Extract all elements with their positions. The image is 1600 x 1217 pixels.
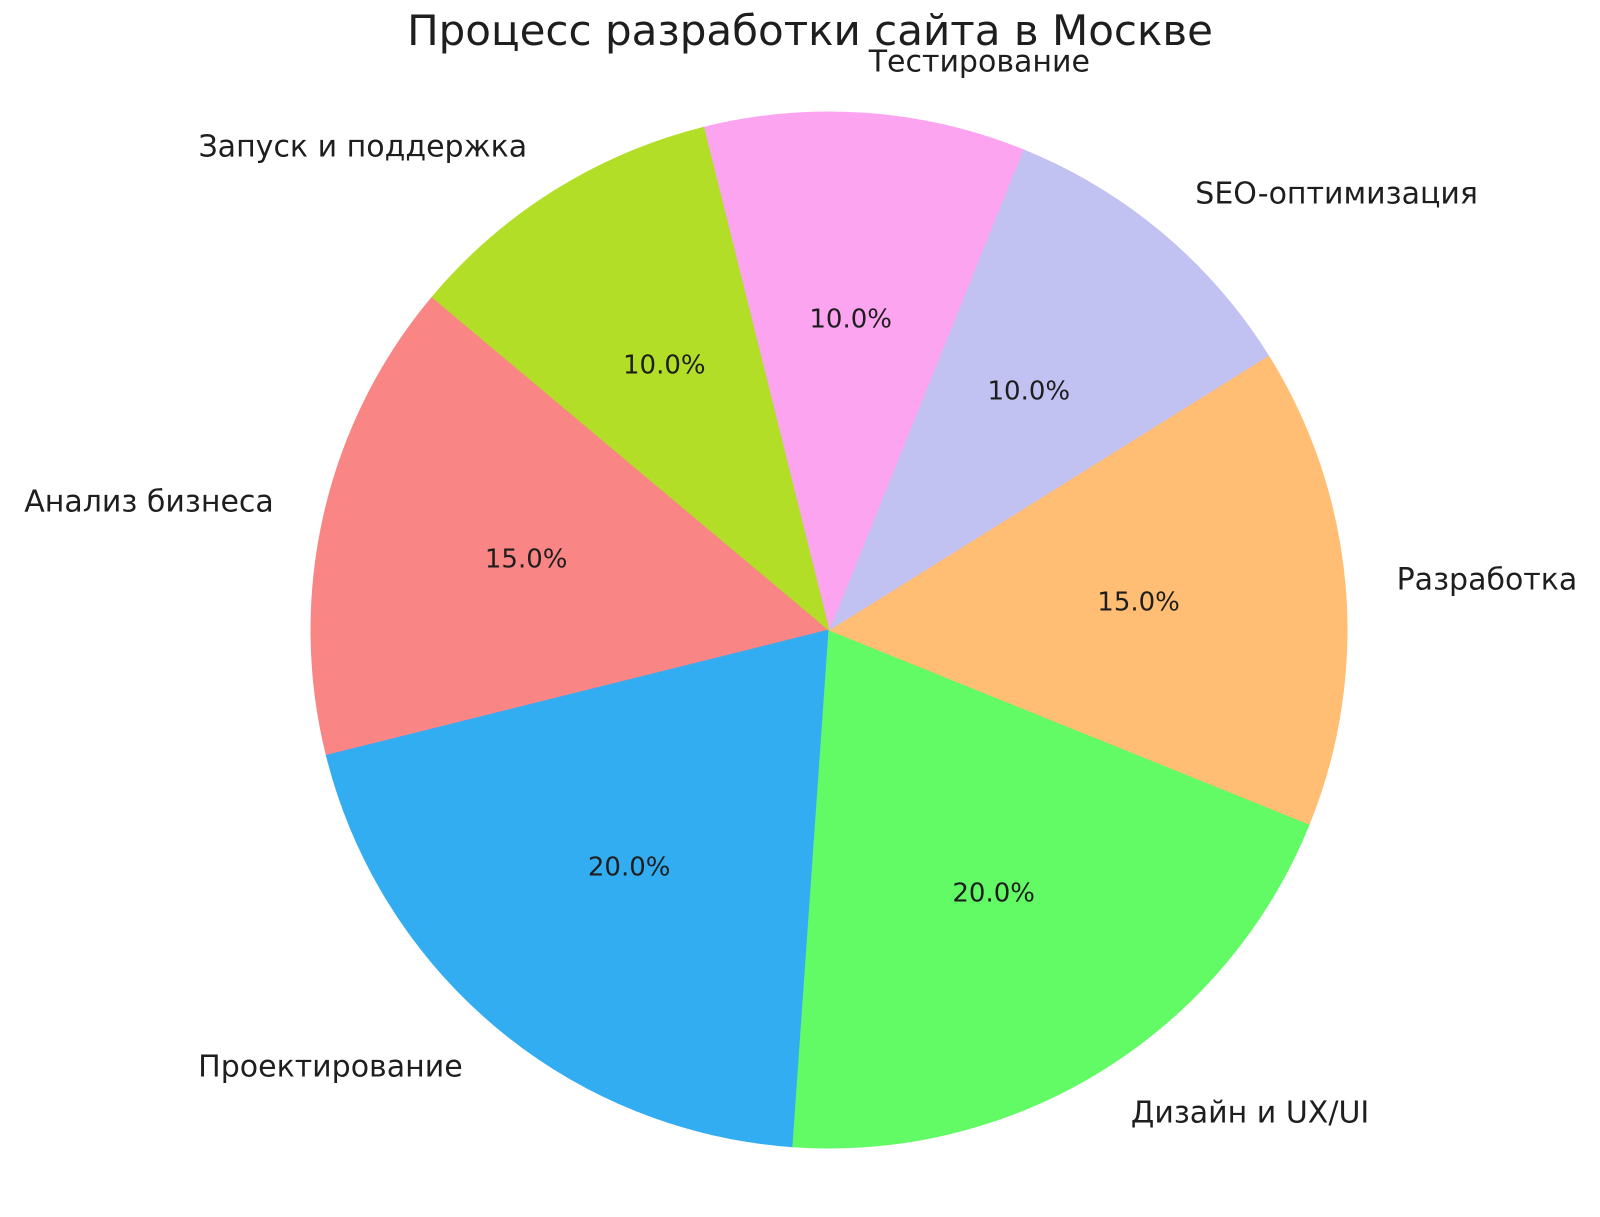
pie-slice-3 [792, 629, 1310, 1149]
pie-slice-5 [827, 149, 1269, 632]
pie-slice-1 [310, 296, 831, 756]
pie-slice-7 [431, 126, 830, 632]
pie-slice-2 [325, 629, 830, 1148]
chart-title: Процесс разработки сайта в Москве [407, 6, 1213, 55]
pie-slice-4 [827, 354, 1348, 825]
pie-slice-6 [703, 111, 1024, 632]
